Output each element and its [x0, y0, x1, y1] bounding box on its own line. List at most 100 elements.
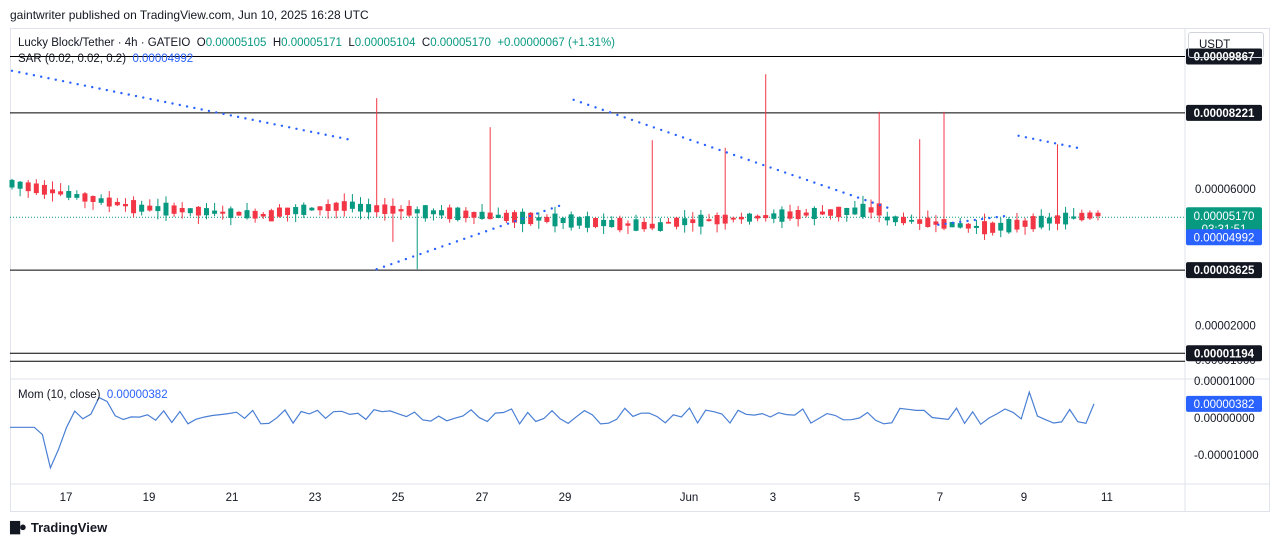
candle-body	[430, 210, 436, 215]
sar-dot	[215, 111, 218, 114]
x-tick-label: Jun	[680, 492, 699, 504]
symbol-label[interactable]: Lucky Block/Tether · 4h · GATEIO	[18, 37, 191, 49]
candle-body	[422, 205, 428, 219]
candle-body	[949, 222, 955, 228]
candle-body	[649, 223, 655, 229]
candle-body	[276, 207, 282, 217]
candle-body	[333, 202, 339, 211]
sar-price-label: 0.00004992	[1194, 232, 1255, 244]
candle-body	[252, 210, 258, 219]
mom-value-tag	[1186, 395, 1262, 412]
candle-body	[139, 204, 145, 212]
sar-dot	[375, 268, 378, 271]
sar-dot	[878, 203, 882, 207]
candle-body	[1054, 215, 1060, 224]
open-label: O	[196, 37, 206, 49]
sar-dot	[463, 237, 466, 241]
sar-dot	[98, 87, 101, 90]
level-price-tag	[1186, 262, 1262, 279]
candle-body	[293, 207, 299, 215]
price-legend: Lucky Block/Tether · 4h · GATEIO O 0.0000…	[18, 35, 615, 67]
sar-dot	[696, 141, 699, 144]
candle-body	[503, 212, 509, 221]
sar-dot	[178, 103, 181, 107]
candle-body	[9, 179, 15, 188]
candle-body	[657, 222, 663, 231]
candle-body	[917, 219, 923, 224]
sar-dot	[762, 163, 765, 167]
candle-body	[909, 219, 915, 222]
sar-dot	[61, 79, 65, 83]
candle-body	[617, 217, 623, 231]
sar-dot	[339, 136, 342, 139]
mom-y-tick-label: -0.00001000	[1194, 450, 1259, 462]
sar-dot	[324, 133, 327, 136]
sar-dot	[827, 186, 831, 189]
sar-dot	[995, 215, 998, 219]
sar-dot	[886, 206, 889, 209]
sar-dot	[120, 91, 123, 95]
candle-body	[479, 211, 485, 219]
candle-body	[738, 216, 744, 220]
sar-dot	[134, 94, 138, 98]
candle-body	[155, 206, 161, 212]
x-tick-label: 5	[854, 492, 860, 504]
sar-dot	[411, 255, 415, 258]
sar-dot	[842, 191, 845, 194]
candle-body	[811, 208, 817, 220]
momentum-label[interactable]: Mom (10, close)	[18, 389, 101, 401]
candle-body	[439, 210, 445, 216]
candle-body	[244, 210, 250, 219]
sar-dot	[973, 218, 977, 222]
sar-dot	[32, 74, 36, 77]
sar-dot	[732, 153, 736, 157]
sar-dot	[783, 171, 787, 174]
sar-dot	[740, 156, 743, 159]
candle-body	[374, 205, 380, 213]
level-price-tag	[1186, 345, 1262, 362]
sar-dot	[470, 235, 473, 238]
sar-dot	[185, 105, 189, 108]
candle-body	[309, 207, 315, 211]
candle-body	[609, 219, 615, 228]
sar-dot	[849, 193, 853, 197]
candle-body	[236, 211, 242, 216]
sar-dot	[535, 212, 539, 215]
sar-dot	[448, 242, 451, 246]
candle-body	[447, 207, 453, 220]
sar-dot	[229, 114, 233, 117]
currency-selector[interactable]: USDT	[1188, 32, 1264, 58]
candle-body	[487, 212, 493, 220]
sar-dot	[287, 126, 291, 129]
candle-body	[819, 211, 825, 215]
tradingview-brand[interactable]: ▇● TradingView	[10, 519, 107, 535]
high-value: 0.00005171	[281, 37, 342, 49]
sar-dot	[331, 135, 335, 138]
sar-label[interactable]: SAR (0.02, 0.02, 0.2)	[18, 53, 127, 65]
y-tick-label: 0.00006000	[1195, 184, 1256, 196]
sar-dot	[295, 127, 298, 130]
sar-dot	[39, 75, 43, 78]
sar-dot	[25, 72, 28, 75]
sar-dot	[404, 257, 408, 261]
sar-dot	[980, 217, 984, 221]
candle-body	[1022, 220, 1028, 227]
candle-body	[957, 223, 963, 228]
candle-body	[1079, 212, 1085, 221]
sar-dot	[747, 158, 750, 162]
candle-body	[706, 219, 712, 222]
tradingview-logo-icon: ▇●	[10, 519, 27, 534]
sar-dot	[112, 90, 116, 93]
sar-dot	[856, 196, 860, 199]
candle-body	[58, 191, 64, 195]
candle-body	[187, 208, 193, 214]
candle-body	[552, 213, 558, 227]
sar-dot	[623, 116, 626, 119]
candle-body	[390, 205, 396, 214]
sar-dot	[769, 166, 772, 169]
sar-dot	[1031, 137, 1035, 140]
candle-body	[990, 222, 996, 233]
candle-body	[536, 217, 542, 221]
candle-body	[1095, 212, 1101, 217]
